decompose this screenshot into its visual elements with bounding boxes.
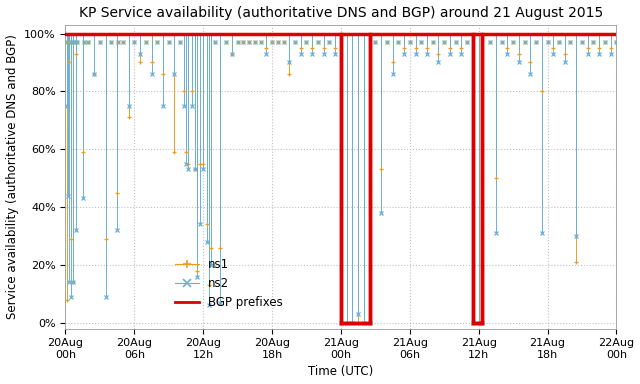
Y-axis label: Service availability (authoritative DNS and BGP): Service availability (authoritative DNS … [6, 34, 19, 319]
Title: KP Service availability (authoritative DNS and BGP) around 21 August 2015: KP Service availability (authoritative D… [79, 5, 603, 20]
X-axis label: Time (UTC): Time (UTC) [308, 366, 374, 379]
Bar [473, 33, 482, 323]
Legend: ns1, ns2, BGP prefixes: ns1, ns2, BGP prefixes [170, 253, 288, 314]
Bar [341, 33, 370, 323]
